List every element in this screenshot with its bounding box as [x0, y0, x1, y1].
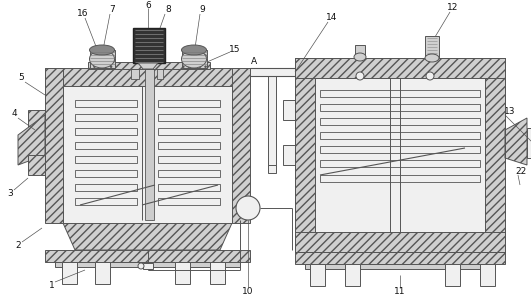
- Bar: [55, 262, 240, 267]
- Bar: [320, 160, 480, 167]
- Text: 22: 22: [516, 168, 527, 176]
- Text: 6: 6: [145, 1, 151, 10]
- Bar: [158, 170, 220, 177]
- Bar: [345, 264, 360, 286]
- Ellipse shape: [182, 45, 207, 55]
- Polygon shape: [18, 115, 45, 165]
- Bar: [157, 69, 163, 79]
- Bar: [45, 68, 63, 223]
- Bar: [158, 198, 220, 205]
- Bar: [320, 132, 480, 139]
- Text: 7: 7: [109, 6, 115, 15]
- Bar: [75, 100, 137, 107]
- Text: 5: 5: [18, 73, 24, 83]
- Bar: [158, 156, 220, 163]
- Ellipse shape: [425, 54, 439, 62]
- Text: 15: 15: [229, 45, 241, 53]
- Ellipse shape: [90, 50, 115, 68]
- Bar: [95, 262, 110, 284]
- Bar: [485, 78, 505, 252]
- Bar: [320, 104, 480, 111]
- Text: 13: 13: [504, 107, 516, 116]
- Text: 11: 11: [394, 287, 406, 296]
- Bar: [320, 146, 480, 153]
- Ellipse shape: [356, 72, 364, 80]
- Bar: [75, 198, 137, 205]
- Bar: [45, 68, 250, 86]
- Bar: [355, 45, 365, 58]
- Bar: [445, 264, 460, 286]
- Polygon shape: [90, 50, 115, 68]
- Bar: [295, 78, 315, 252]
- Bar: [527, 128, 531, 158]
- Bar: [88, 62, 210, 69]
- Bar: [295, 232, 505, 252]
- Polygon shape: [63, 223, 232, 250]
- Bar: [158, 184, 220, 191]
- Bar: [425, 36, 439, 58]
- Bar: [305, 264, 495, 269]
- Ellipse shape: [236, 196, 260, 220]
- Bar: [320, 90, 480, 97]
- Ellipse shape: [354, 53, 366, 61]
- Bar: [250, 68, 295, 76]
- Bar: [75, 128, 137, 135]
- Text: A: A: [251, 58, 257, 67]
- Bar: [210, 262, 225, 284]
- Polygon shape: [505, 118, 527, 165]
- Bar: [295, 58, 505, 78]
- Bar: [75, 156, 137, 163]
- Bar: [28, 110, 45, 140]
- Bar: [158, 128, 220, 135]
- Bar: [133, 28, 165, 63]
- Bar: [175, 262, 190, 284]
- Bar: [75, 170, 137, 177]
- Ellipse shape: [138, 263, 144, 269]
- Text: 14: 14: [327, 13, 338, 23]
- Bar: [232, 68, 250, 223]
- Bar: [131, 69, 139, 79]
- Text: 9: 9: [199, 6, 205, 15]
- Bar: [158, 100, 220, 107]
- Bar: [268, 165, 276, 173]
- Bar: [315, 78, 485, 232]
- Bar: [63, 86, 232, 223]
- Bar: [480, 264, 495, 286]
- Text: 10: 10: [242, 287, 254, 296]
- Bar: [295, 58, 505, 252]
- Bar: [320, 118, 480, 125]
- Ellipse shape: [426, 72, 434, 80]
- Text: 1: 1: [49, 280, 55, 290]
- Polygon shape: [182, 50, 207, 68]
- Text: 4: 4: [11, 108, 17, 118]
- Text: 16: 16: [77, 10, 89, 18]
- Text: 8: 8: [165, 6, 171, 15]
- Bar: [62, 262, 77, 284]
- Bar: [75, 142, 137, 149]
- Ellipse shape: [90, 45, 115, 55]
- Bar: [45, 250, 250, 262]
- Bar: [28, 155, 45, 175]
- Text: 3: 3: [7, 189, 13, 198]
- Bar: [310, 264, 325, 286]
- Bar: [158, 114, 220, 121]
- Bar: [295, 252, 505, 264]
- Bar: [145, 69, 154, 220]
- Bar: [320, 175, 480, 182]
- Bar: [158, 142, 220, 149]
- Bar: [75, 184, 137, 191]
- Text: 2: 2: [15, 241, 21, 250]
- Bar: [268, 76, 276, 166]
- Bar: [283, 145, 295, 165]
- Bar: [283, 100, 295, 120]
- Ellipse shape: [182, 50, 207, 68]
- Polygon shape: [138, 63, 158, 69]
- Text: 12: 12: [447, 4, 459, 12]
- Bar: [75, 114, 137, 121]
- Bar: [143, 263, 153, 269]
